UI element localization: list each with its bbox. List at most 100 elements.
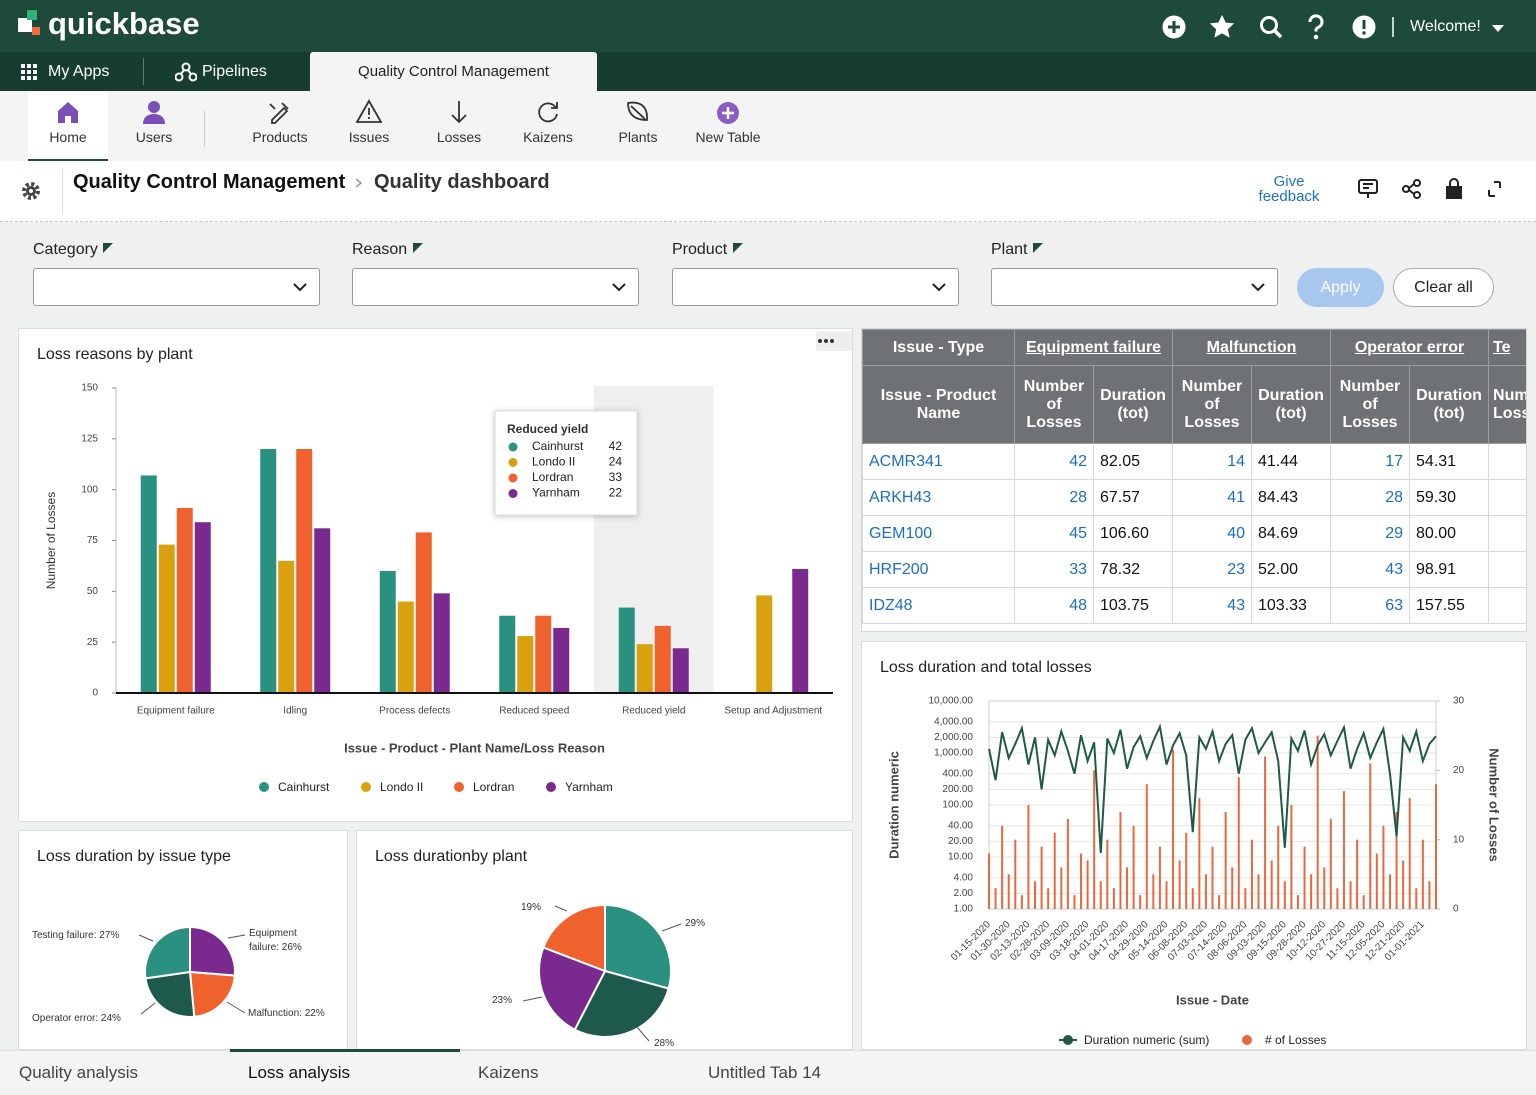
- logo[interactable]: quickbase: [48, 6, 200, 42]
- bar: [673, 648, 689, 693]
- bar: [553, 628, 569, 693]
- table-cell[interactable]: 40: [1173, 516, 1252, 552]
- product-link[interactable]: ACMR341: [863, 444, 1015, 480]
- filter-dropdown[interactable]: [991, 268, 1278, 306]
- toolbar-item[interactable]: Users: [110, 91, 198, 161]
- toolbar-item[interactable]: Products: [236, 91, 324, 161]
- bar: [1087, 860, 1089, 909]
- leader-line: [637, 1027, 649, 1041]
- product-link[interactable]: GEM100: [863, 516, 1015, 552]
- table-cell[interactable]: 43: [1331, 552, 1410, 588]
- table-cell: 52.00: [1252, 552, 1331, 588]
- breadcrumb-app[interactable]: Quality Control Management: [73, 171, 345, 194]
- toolbar-item[interactable]: New Table: [684, 91, 772, 161]
- toolbar-label: New Table: [695, 129, 760, 145]
- table-cell: 103.75: [1094, 588, 1173, 624]
- table-cell[interactable]: 14: [1173, 444, 1252, 480]
- slice-label: 28%: [654, 1037, 674, 1051]
- tooltip-value: 24: [609, 455, 623, 469]
- bar: [1251, 840, 1253, 909]
- y-tick-label: 100: [81, 484, 98, 495]
- help-icon[interactable]: [1310, 16, 1322, 32]
- toolbar-label: Users: [136, 129, 173, 145]
- apply-button[interactable]: Apply: [1297, 268, 1384, 307]
- x-axis-title: Issue - Product - Plant Name/Loss Reason: [344, 740, 605, 755]
- filter-dropdown[interactable]: [33, 268, 320, 306]
- table-cell[interactable]: 43: [1173, 588, 1252, 624]
- bar: [1323, 867, 1325, 909]
- table-cell[interactable]: 28: [1015, 480, 1094, 516]
- type-column-header[interactable]: Te: [1489, 330, 1527, 366]
- share-icon[interactable]: [1414, 180, 1420, 186]
- y-tick-label: 400.00: [942, 768, 973, 779]
- y-tick-label: 1.00: [954, 904, 974, 915]
- nav-tab-active[interactable]: Quality Control Management: [310, 52, 597, 91]
- table-cell[interactable]: 41: [1173, 480, 1252, 516]
- feedback-link[interactable]: Give feedback: [1253, 174, 1325, 204]
- table-cell[interactable]: 28: [1331, 480, 1410, 516]
- table-cell[interactable]: 33: [1015, 552, 1094, 588]
- chart-menu[interactable]: [816, 331, 852, 351]
- product-link[interactable]: IDZ48: [863, 588, 1015, 624]
- bar: [1389, 874, 1391, 909]
- star-icon[interactable]: [1211, 16, 1233, 37]
- table-cell[interactable]: 17: [1331, 444, 1410, 480]
- settings-icon[interactable]: [20, 180, 42, 202]
- bar: [1014, 840, 1016, 909]
- dashboard-tab[interactable]: Quality analysis: [19, 1051, 138, 1090]
- losses-icon: [446, 99, 472, 125]
- dropdown-caret: [612, 282, 626, 292]
- bar: [1034, 881, 1036, 909]
- present-icon[interactable]: [1359, 180, 1377, 193]
- toolbar-item[interactable]: Kaizens: [504, 91, 592, 161]
- type-column-header[interactable]: Equipment failure: [1015, 330, 1173, 366]
- nav-tab[interactable]: Pipelines: [202, 52, 267, 91]
- slice-label: Operator error: 24%: [32, 1012, 121, 1026]
- toolbar-item[interactable]: Home: [24, 91, 112, 161]
- slice-label: 19%: [521, 901, 541, 915]
- nav-tab[interactable]: My Apps: [48, 52, 109, 91]
- tooltip-marker: [509, 458, 518, 467]
- bar: [619, 608, 635, 693]
- table-cell[interactable]: 63: [1331, 588, 1410, 624]
- welcome-menu[interactable]: Welcome!: [1410, 18, 1481, 36]
- legend-label: Duration numeric (sum): [1084, 1033, 1209, 1047]
- bar: [1106, 840, 1108, 909]
- tooltip-value: 22: [609, 486, 623, 500]
- bar: [1113, 888, 1115, 909]
- fullscreen-icon[interactable]: [1489, 182, 1500, 196]
- summary-table: Issue - TypeEquipment failureMalfunction…: [862, 329, 1527, 624]
- type-column-header[interactable]: Operator error: [1331, 330, 1489, 366]
- table-cell[interactable]: 42: [1015, 444, 1094, 480]
- legend-label: Londo II: [380, 780, 423, 794]
- filter-flag: [732, 242, 744, 254]
- table-cell[interactable]: 23: [1173, 552, 1252, 588]
- slice-label: 29%: [685, 917, 705, 931]
- type-column-header[interactable]: Malfunction: [1173, 330, 1331, 366]
- product-link[interactable]: ARKH43: [863, 480, 1015, 516]
- table-cell[interactable]: 48: [1015, 588, 1094, 624]
- table-cell[interactable]: 29: [1331, 516, 1410, 552]
- bar: [1139, 895, 1141, 909]
- bar: [141, 475, 157, 693]
- toolbar-item[interactable]: Losses: [415, 91, 503, 161]
- toolbar-label: Issues: [349, 129, 389, 145]
- filter-dropdown[interactable]: [672, 268, 959, 306]
- toolbar-item[interactable]: Plants: [594, 91, 682, 161]
- table-cell[interactable]: 45: [1015, 516, 1094, 552]
- filter-dropdown[interactable]: [352, 268, 639, 306]
- pie-slice: [190, 927, 235, 976]
- dashboard-tab[interactable]: Untitled Tab 14: [708, 1051, 821, 1090]
- toolbar-label: Kaizens: [523, 129, 573, 145]
- leader-line: [555, 906, 567, 911]
- dashboard-tab[interactable]: Kaizens: [478, 1051, 538, 1090]
- bar: [499, 616, 515, 693]
- lock-icon[interactable]: [1447, 187, 1461, 198]
- clear-button[interactable]: Clear all: [1393, 268, 1494, 307]
- y-tick-label: 25: [87, 637, 99, 648]
- product-link[interactable]: HRF200: [863, 552, 1015, 588]
- header-row: Issue - TypeEquipment failureMalfunction…: [863, 330, 1528, 366]
- bar: [1027, 805, 1029, 909]
- toolbar-item[interactable]: Issues: [325, 91, 413, 161]
- dashboard-tab-active[interactable]: Loss analysis: [248, 1051, 350, 1090]
